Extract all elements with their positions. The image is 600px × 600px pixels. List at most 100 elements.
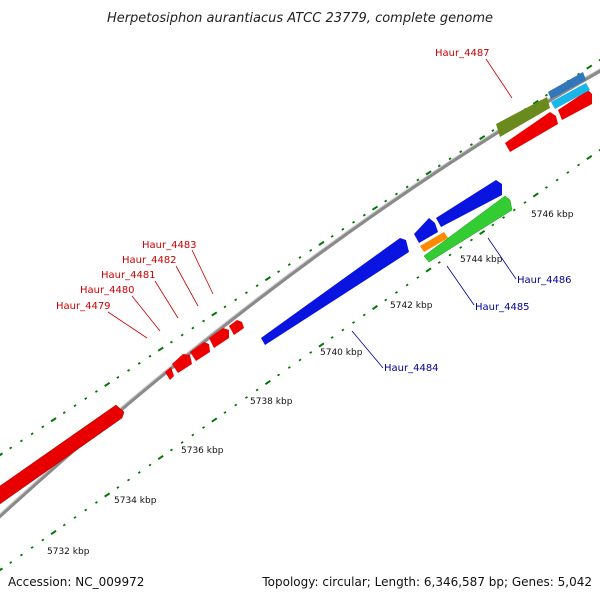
feature-orange[interactable] xyxy=(420,232,448,252)
feature-green[interactable] xyxy=(423,195,513,263)
major-tick xyxy=(371,205,379,211)
minor-tick xyxy=(62,411,66,415)
minor-tick xyxy=(244,291,248,295)
minor-tick xyxy=(255,284,259,288)
minor-tick xyxy=(437,261,441,264)
minor-tick xyxy=(94,501,98,504)
gene-haur-4480[interactable] xyxy=(172,354,192,373)
minor-tick xyxy=(180,441,184,444)
major-tick xyxy=(318,342,325,348)
minor-tick xyxy=(352,321,356,324)
minor-tick xyxy=(73,516,77,519)
minor-tick xyxy=(523,201,527,204)
kbp-label: 5742 kbp xyxy=(390,301,433,311)
major-tick xyxy=(371,304,379,311)
kbp-label: 5732 kbp xyxy=(47,547,90,557)
label-haur-4483[interactable]: Haur_4483 xyxy=(142,240,197,251)
gene-haur-4483[interactable] xyxy=(229,320,244,335)
minor-tick xyxy=(341,227,345,231)
minor-tick xyxy=(459,150,463,154)
minor-tick xyxy=(234,298,238,302)
major-tick xyxy=(264,276,271,282)
leader-haur-4482 xyxy=(175,265,199,307)
minor-tick xyxy=(277,270,281,274)
minor-tick xyxy=(277,373,281,377)
leader-haur-4483 xyxy=(191,249,214,295)
gene-haur-4481[interactable] xyxy=(190,342,210,361)
minor-tick xyxy=(577,72,581,76)
forward-genes xyxy=(0,90,592,518)
feature-olive[interactable] xyxy=(496,97,550,137)
minor-tick xyxy=(94,390,98,393)
minor-tick xyxy=(416,178,420,182)
minor-tick xyxy=(566,171,570,174)
minor-tick xyxy=(62,523,66,527)
label-haur-4484[interactable]: Haur_4484 xyxy=(384,363,439,374)
minor-tick xyxy=(287,366,291,369)
accession-text: Accession: NC_009972 xyxy=(8,575,144,589)
major-tick xyxy=(0,452,4,457)
minor-tick xyxy=(169,448,173,452)
major-tick xyxy=(0,567,4,572)
minor-tick xyxy=(577,163,581,167)
minor-tick xyxy=(191,326,195,330)
label-leaders xyxy=(107,58,517,369)
label-haur-4487[interactable]: Haur_4487 xyxy=(435,48,490,59)
major-tick xyxy=(586,64,593,70)
rna-features xyxy=(420,72,590,263)
minor-tick xyxy=(512,208,516,212)
leader-haur-4485 xyxy=(446,265,475,306)
label-haur-4481[interactable]: Haur_4481 xyxy=(101,270,156,281)
minor-tick xyxy=(137,471,141,474)
kbp-label: 5746 kbp xyxy=(531,210,574,220)
gene-haur-4485-b[interactable] xyxy=(436,180,502,227)
minor-tick xyxy=(330,336,334,339)
minor-tick xyxy=(502,216,506,219)
gene-haur-4479[interactable] xyxy=(165,367,174,380)
feature-cyan[interactable] xyxy=(551,83,590,109)
minor-tick xyxy=(341,328,345,332)
major-tick xyxy=(50,417,57,423)
minor-tick xyxy=(19,439,23,443)
label-haur-4485[interactable]: Haur_4485 xyxy=(475,302,530,313)
feature-steel-blue[interactable] xyxy=(548,72,586,99)
minor-tick xyxy=(309,249,313,252)
minor-tick xyxy=(384,298,388,302)
gene-haur-4484[interactable] xyxy=(261,238,409,345)
minor-tick xyxy=(73,404,77,408)
major-tick xyxy=(211,417,218,423)
label-haur-4479[interactable]: Haur_4479 xyxy=(56,301,111,312)
minor-tick xyxy=(330,234,334,238)
label-haur-4486[interactable]: Haur_4486 xyxy=(517,275,572,286)
leader-haur-4487 xyxy=(485,58,513,99)
minor-tick xyxy=(202,426,206,429)
major-tick xyxy=(157,346,164,352)
major-tick xyxy=(157,454,164,461)
label-haur-4482[interactable]: Haur_4482 xyxy=(122,255,177,266)
minor-tick xyxy=(598,58,600,62)
minor-tick xyxy=(416,276,420,279)
gene-haur-4487-a[interactable] xyxy=(505,112,558,152)
kbp-label: 5744 kbp xyxy=(460,255,503,265)
kbp-label: 5740 kbp xyxy=(320,348,363,358)
minor-tick xyxy=(469,143,473,147)
major-tick xyxy=(479,135,486,141)
minor-tick xyxy=(298,358,302,362)
minor-tick xyxy=(116,375,120,379)
minor-tick xyxy=(148,463,152,467)
minor-tick xyxy=(448,157,452,161)
minor-tick xyxy=(309,351,313,354)
leader-haur-4479 xyxy=(107,311,148,339)
gene-haur-4485-a[interactable] xyxy=(414,218,438,243)
label-haur-4480[interactable]: Haur_4480 xyxy=(80,285,135,296)
gene-haur-4482[interactable] xyxy=(209,328,229,348)
leader-haur-4480 xyxy=(131,295,161,332)
minor-tick xyxy=(137,361,141,365)
gene-haur-4487-b[interactable] xyxy=(558,90,592,120)
major-tick xyxy=(104,381,111,387)
minor-tick xyxy=(41,538,45,542)
minor-tick xyxy=(491,223,495,227)
gene-large-left[interactable] xyxy=(0,404,125,518)
outer-tick-track xyxy=(0,58,600,457)
minor-tick xyxy=(459,246,463,249)
